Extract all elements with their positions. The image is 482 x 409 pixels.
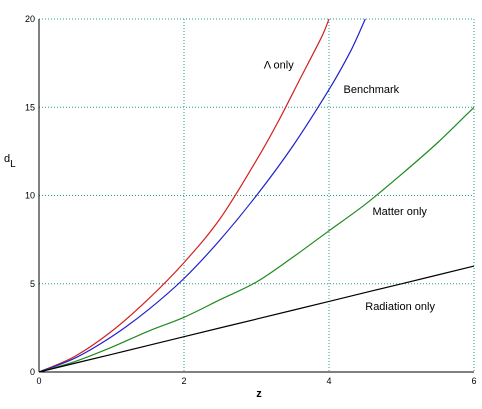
y-tick-label-0: 0: [30, 367, 35, 377]
y-tick-label-4: 20: [25, 14, 35, 24]
y-axis-title-subscript: L: [10, 159, 16, 170]
annotation-0: Λ only: [264, 59, 294, 71]
x-tick-label-3: 6: [471, 376, 476, 386]
y-tick-label-3: 15: [25, 102, 35, 112]
annotation-3: Radiation only: [365, 301, 435, 313]
y-tick-label-2: 10: [25, 191, 35, 201]
tick-labels: 0 2 4 6 0 5 10 15 20: [25, 14, 477, 386]
axes: [38, 19, 474, 373]
x-tick-label-2: 4: [326, 376, 331, 386]
series-line-2: [38, 106, 475, 373]
x-axis-title: z: [256, 388, 262, 400]
x-tick-label-0: 0: [36, 376, 41, 386]
y-axis-title: dL: [4, 153, 16, 170]
series-line-3: [38, 265, 475, 373]
annotations: Λ only Benchmark Matter only Radiation only: [264, 59, 436, 313]
series: [38, 18, 475, 373]
x-tick-label-1: 2: [181, 376, 186, 386]
y-tick-label-1: 5: [30, 279, 35, 289]
annotation-1: Benchmark: [344, 84, 400, 96]
grid: [39, 18, 475, 372]
series-line-1: [38, 18, 366, 373]
annotation-2: Matter only: [373, 206, 428, 218]
series-line-0: [38, 18, 330, 373]
y-axis-title-main: d: [4, 153, 10, 165]
